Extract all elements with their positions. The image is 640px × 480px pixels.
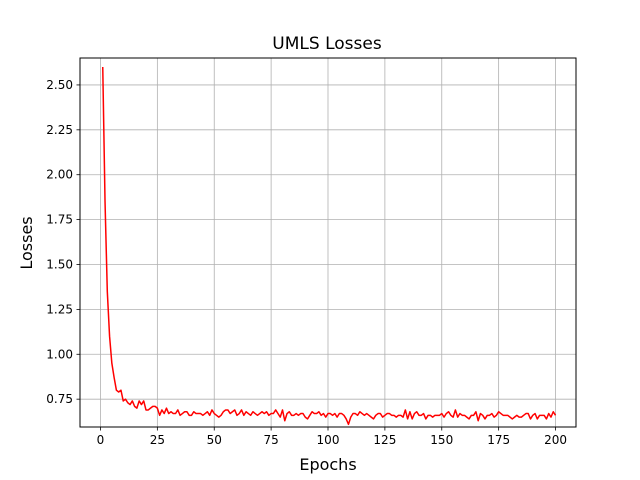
x-tick-label: 200 (544, 433, 567, 447)
grid (80, 58, 576, 427)
loss-series-line (102, 66, 557, 426)
y-tick-label: 2.50 (46, 78, 73, 92)
x-tick-label: 100 (317, 433, 340, 447)
x-tick-label: 175 (487, 433, 510, 447)
y-tick-label: 1.25 (46, 302, 73, 316)
x-tick-label: 25 (150, 433, 165, 447)
x-tick-label: 75 (263, 433, 278, 447)
y-tick-label: 2.00 (46, 168, 73, 182)
y-tick-label: 1.00 (46, 347, 73, 361)
series-layer (102, 66, 557, 426)
y-axis-label: Losses (17, 216, 36, 269)
y-tick-label: 1.50 (46, 257, 73, 271)
y-tick-label: 2.25 (46, 123, 73, 137)
x-tick-label: 125 (373, 433, 396, 447)
chart-title: UMLS Losses (272, 34, 382, 54)
y-axis-ticks: 0.75 1.00 1.25 1.50 1.75 2.00 2.25 2.50 (46, 78, 80, 406)
x-axis-label: Epochs (299, 455, 356, 474)
y-tick-label: 0.75 (46, 392, 73, 406)
x-axis-ticks: 0 25 50 75 100 125 150 175 200 (97, 427, 567, 447)
x-tick-label: 0 (97, 433, 105, 447)
x-tick-label: 150 (430, 433, 453, 447)
y-tick-label: 1.75 (46, 213, 73, 227)
x-tick-label: 50 (207, 433, 222, 447)
